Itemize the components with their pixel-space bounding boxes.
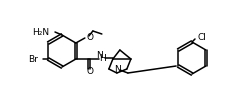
- Text: N: N: [115, 66, 121, 74]
- Text: O: O: [86, 67, 93, 77]
- Text: Cl: Cl: [197, 33, 206, 42]
- Text: O: O: [87, 33, 94, 42]
- Text: H: H: [99, 53, 106, 63]
- Text: N: N: [97, 50, 103, 60]
- Text: H₂N: H₂N: [32, 28, 49, 36]
- Text: Br: Br: [28, 54, 38, 64]
